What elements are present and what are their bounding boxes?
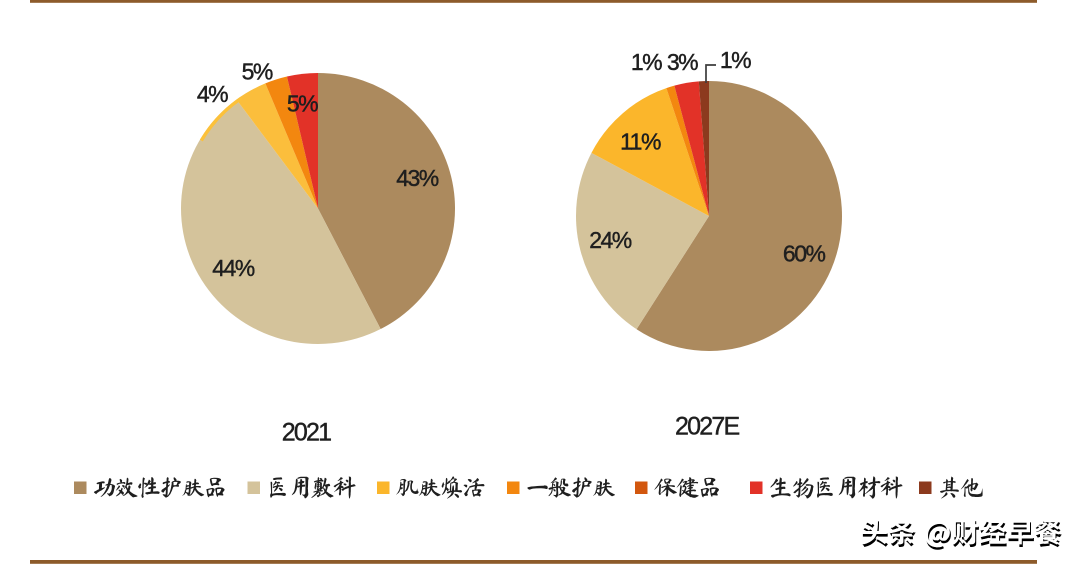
svg-text:2027E: 2027E: [675, 413, 739, 441]
svg-text:43%: 43%: [396, 165, 439, 191]
svg-text:5%: 5%: [287, 91, 318, 117]
svg-text:11%: 11%: [620, 129, 661, 155]
svg-text:5%: 5%: [242, 59, 273, 85]
svg-text:4%: 4%: [197, 81, 228, 107]
svg-text:24%: 24%: [589, 227, 632, 253]
svg-text:1%: 1%: [720, 47, 751, 73]
svg-text:3%: 3%: [667, 49, 698, 75]
svg-text:44%: 44%: [212, 255, 255, 281]
svg-text:60%: 60%: [783, 241, 826, 267]
svg-text:2021: 2021: [282, 419, 331, 447]
svg-text:1%: 1%: [631, 49, 662, 75]
